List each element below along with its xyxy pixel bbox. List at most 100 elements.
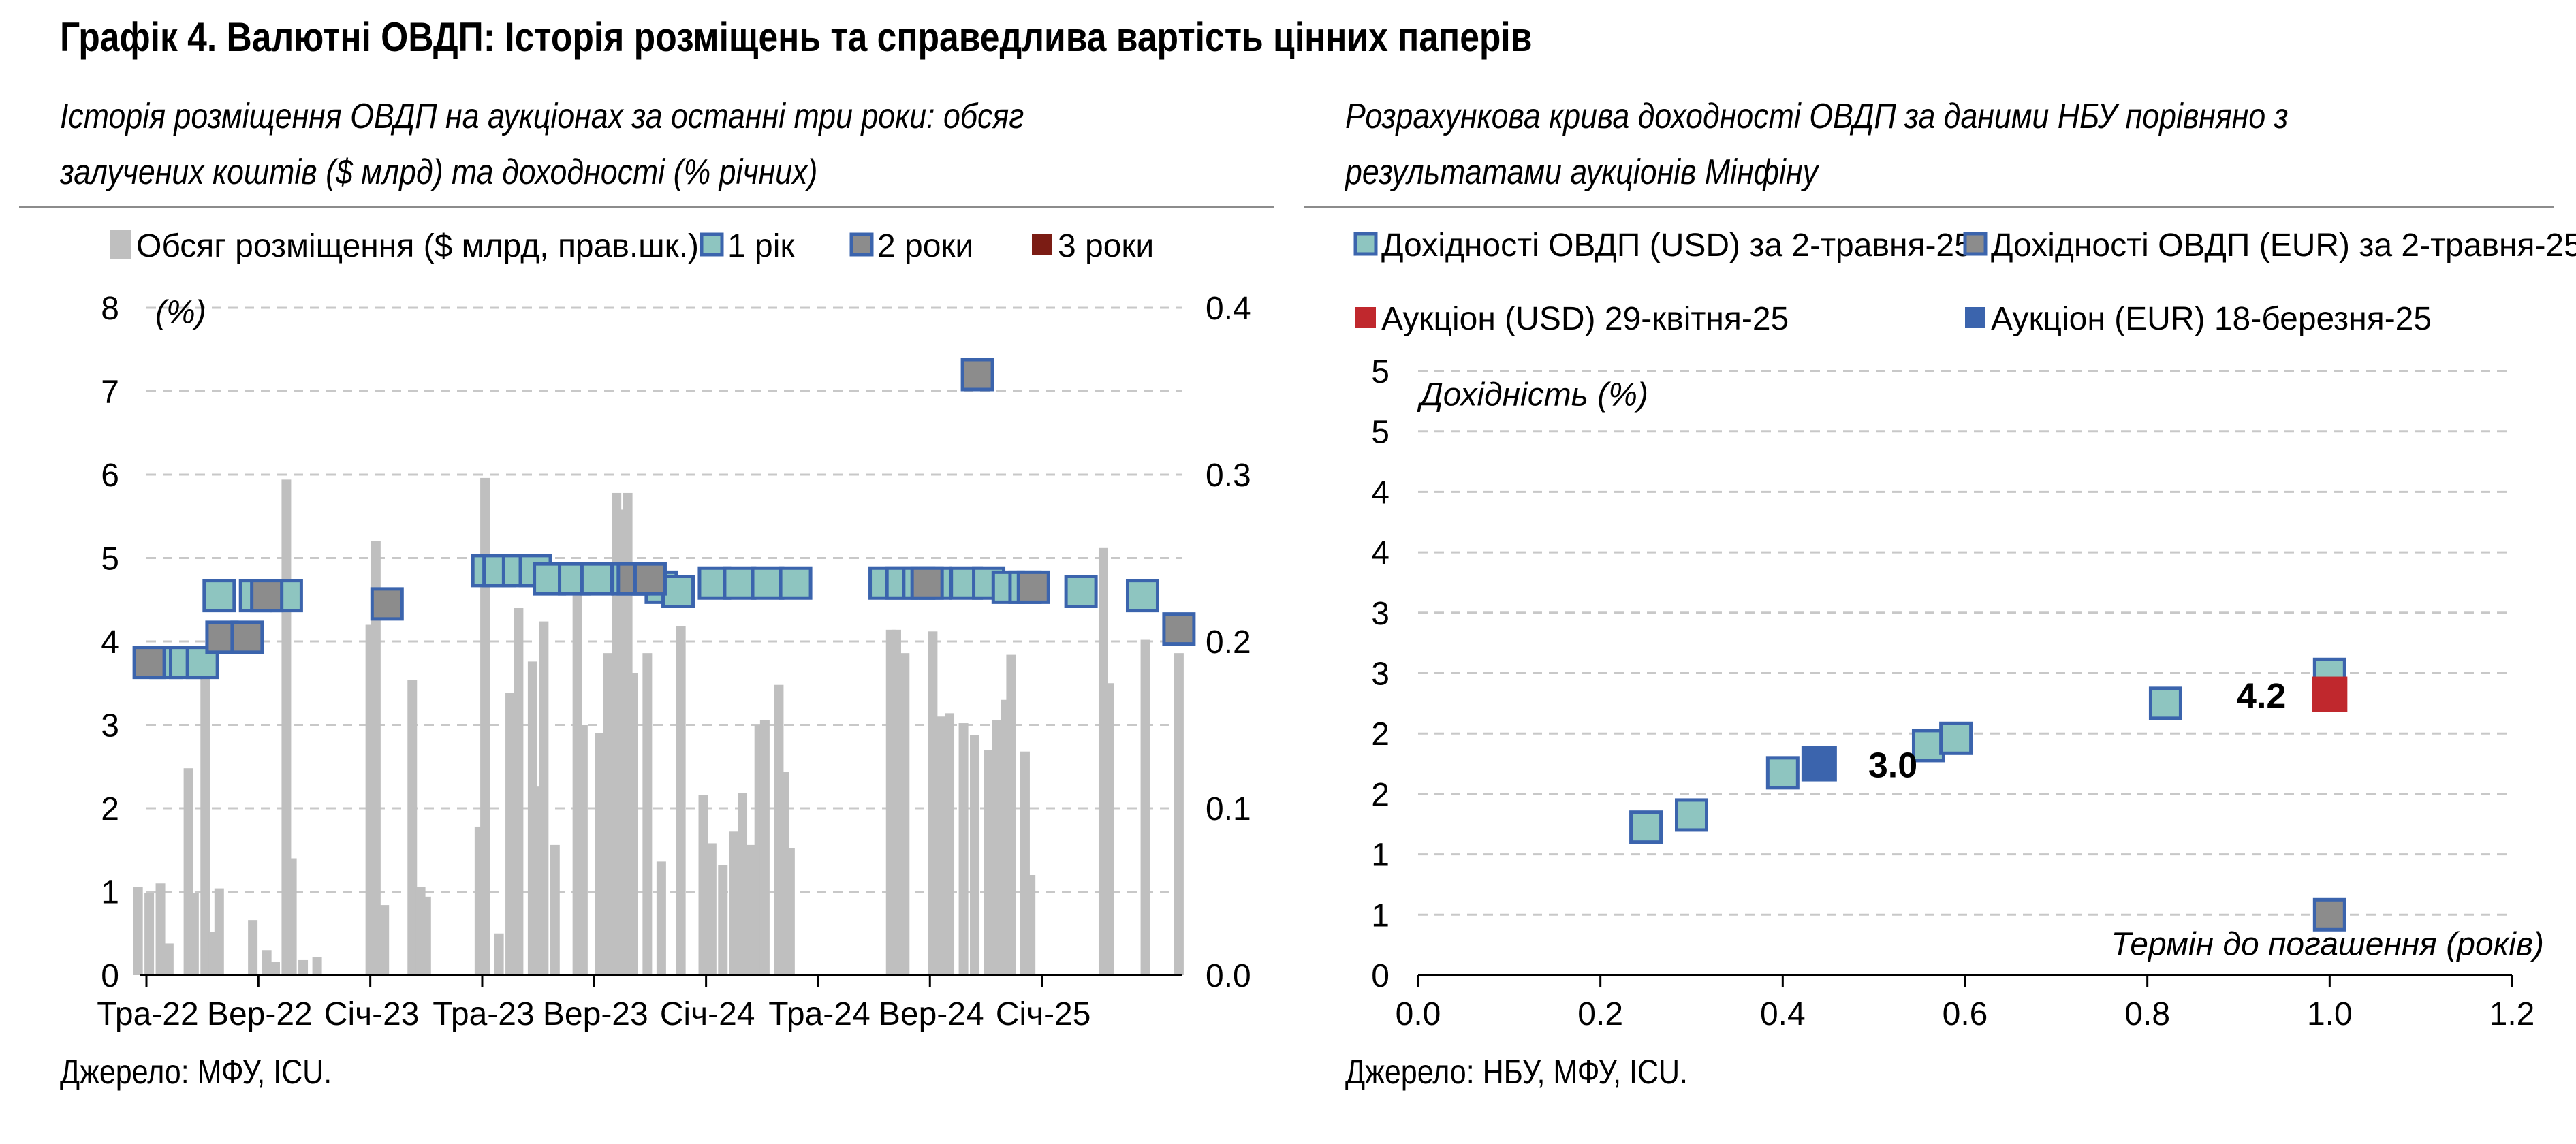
volume-bar [248,920,258,975]
right-x-axis-label: Термін до погашення (років) [2111,927,2544,963]
yield-point-blue [1801,746,1837,782]
volume-bar [155,883,166,975]
volume-bar [970,735,979,975]
right-x-tick-label: 0.8 [2124,996,2170,1032]
volume-bar [578,725,588,975]
yield-point-teal [2148,686,2182,720]
volume-bar [706,843,717,975]
yield-marker-gray [230,620,264,654]
volume-bar [718,865,728,975]
volume-bar [550,844,560,975]
right-x-tick-label: 1.2 [2489,996,2535,1032]
yield-point-gray [2312,897,2346,932]
volume-bar [603,653,613,975]
yield-marker-gray [633,562,667,596]
volume-bar [900,653,910,975]
volume-bar [163,943,174,975]
volume-bar [936,716,946,975]
left-y2-tick-label: 0.3 [1206,458,1251,494]
right-y-axis-label: Дохідність (%) [1417,377,1648,413]
yield-marker-teal [723,566,757,600]
volume-bar [480,477,490,975]
volume-bar [1140,639,1150,975]
volume-bar [200,675,210,975]
right-legend-label: Дохідності ОВДП (USD) за 2-травня-25 [1381,227,1973,264]
volume-bar [514,608,524,975]
right-y-tick-label: 1 [1371,838,1389,874]
left-divider [19,206,1274,208]
left-x-tick-label: Тра-24 [768,996,870,1032]
yield-marker-teal [1064,575,1098,608]
right-y-tick-label: 2 [1371,716,1389,752]
yield-marker-gray [1162,612,1196,646]
left-legend-label: 1 рік [727,228,795,264]
right-y-tick-label: 5 [1371,415,1389,451]
volume-bar [759,720,770,975]
volume-bar [738,793,748,975]
left-x-tick-label: Тра-23 [433,996,534,1032]
volume-bar [407,680,418,975]
volume-bar [133,887,143,975]
volume-bar [891,629,901,975]
left-y-tick-label: 4 [101,624,119,661]
right-x-tick-label: 0.6 [1943,996,1988,1032]
right-y-tick-label: 1 [1371,897,1389,934]
legend-swatch-gray [849,232,874,257]
volume-bar [144,893,155,975]
yield-marker-teal [779,566,813,600]
volume-bar [379,905,390,975]
auction-value-label: 3.0 [1868,746,1917,786]
right-y-tick-label: 2 [1371,777,1389,813]
right-y-tick-label: 3 [1371,656,1389,693]
yield-marker-gray [250,579,284,613]
yield-marker-gray [960,358,994,392]
left-y-tick-label: 2 [101,791,119,827]
volume-bar [729,831,739,975]
yield-marker-gray [132,646,166,680]
volume-bar [262,950,272,975]
yield-point-teal [1939,721,1973,755]
right-x-tick-label: 1.0 [2307,996,2353,1032]
volume-bar [371,541,381,975]
left-x-tick-label: Січ-25 [996,996,1091,1032]
left-x-tick-label: Вер-23 [543,996,648,1032]
volume-bar [958,723,969,975]
volume-bar [1104,683,1114,975]
left-y-tick-label: 7 [101,375,119,411]
auction-value-label: 4.2 [2237,677,2286,716]
left-y2-tick-label: 0.4 [1206,291,1251,327]
right-y-tick-label: 4 [1371,475,1389,511]
yield-point-teal [1675,798,1708,832]
volume-bar [656,861,666,975]
legend-swatch-darkred [1032,234,1052,255]
left-y-tick-label: 6 [101,458,119,494]
yield-marker-teal [202,579,236,613]
volume-bar [312,957,322,975]
left-y2-tick-label: 0.1 [1206,791,1251,827]
right-y-tick-label: 4 [1371,535,1389,571]
volume-bar [676,626,686,975]
right-y-tick-label: 0 [1371,958,1389,994]
left-source-note: Джерело: МФУ, ICU. [60,1053,332,1091]
left-y2-tick-label: 0.2 [1206,624,1251,661]
volume-bar [505,693,516,975]
volume-bar [539,621,549,975]
right-legend-label: Дохідності ОВДП (EUR) за 2-травня-25 [1991,227,2576,264]
yield-marker-teal [751,566,785,600]
volume-bar [984,750,994,975]
volume-bar [746,844,756,975]
left-y-tick-label: 5 [101,541,119,577]
volume-bar [628,673,638,975]
volume-bar [287,858,297,975]
volume-bar [1006,654,1016,975]
right-divider [1304,206,2554,208]
volume-bar [698,795,708,975]
volume-bar [298,959,309,975]
left-y-axis-label: (%) [155,294,206,330]
left-legend-label: Обсяг розміщення ($ млрд, прав.шк.) [136,228,699,264]
legend-swatch-red [1355,307,1376,328]
volume-bar [214,888,224,975]
yield-point-red [2312,676,2348,712]
volume-bar [992,720,1002,975]
